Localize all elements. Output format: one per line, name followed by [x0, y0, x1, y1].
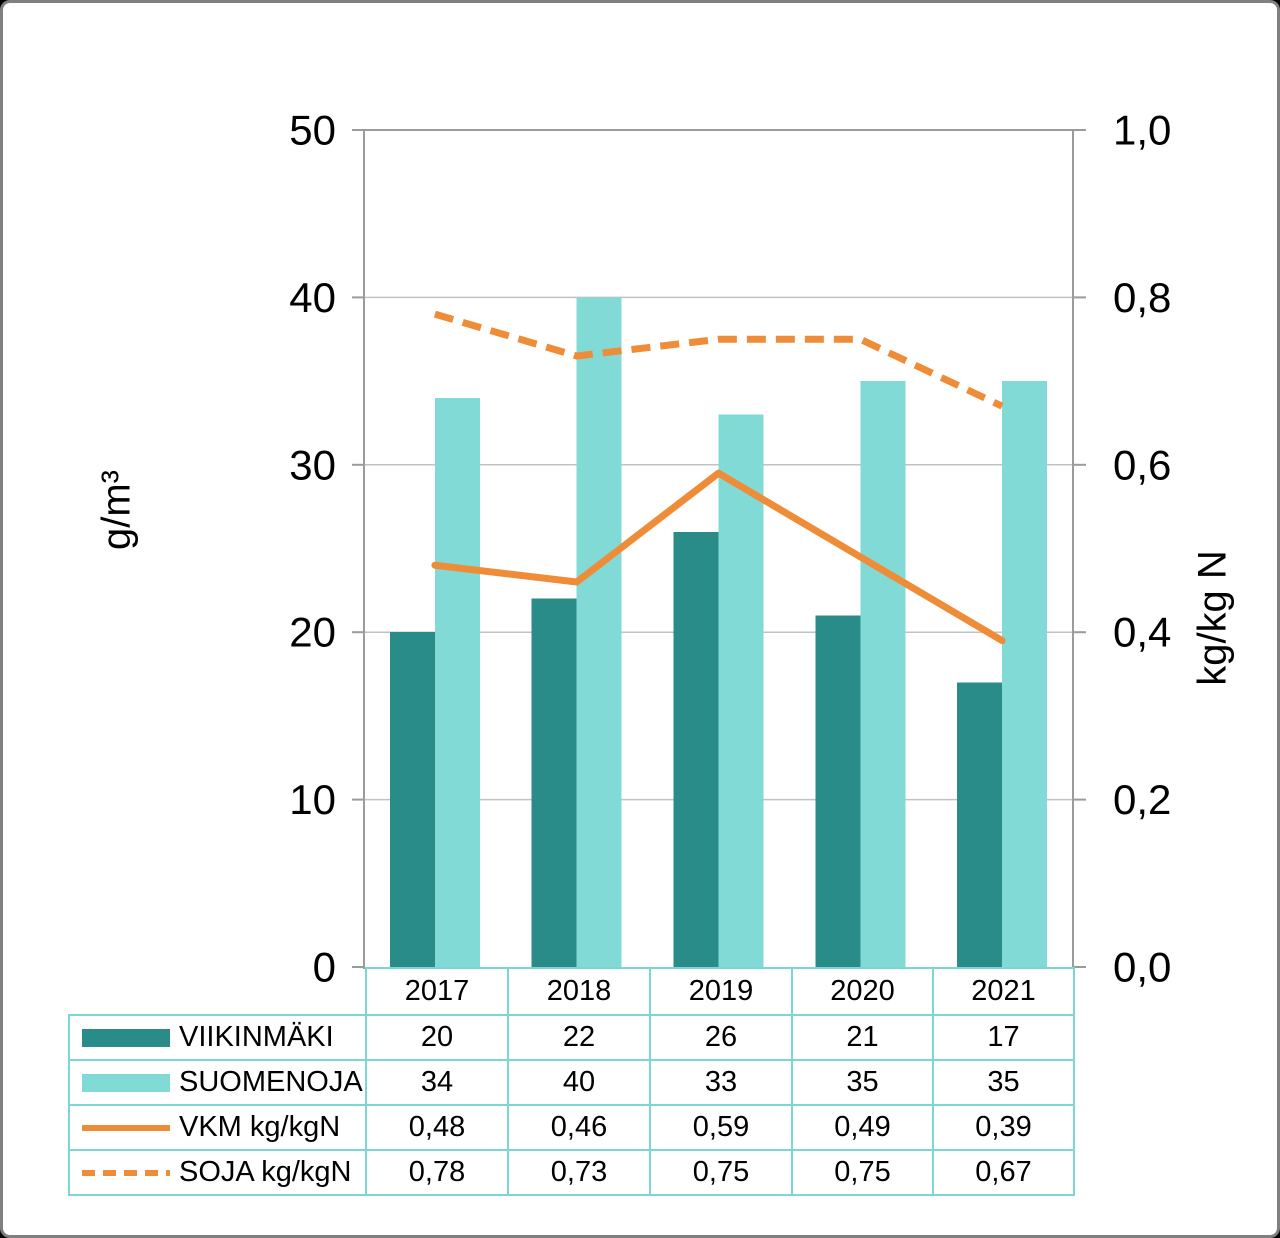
axis-ticks: 0 0,0 10 0,2 20 0,4 30 0,6 40 0,8 50 1,0 [289, 107, 1171, 991]
left-axis-title: g/m³ [94, 470, 139, 550]
value-cell: 0,78 [365, 1149, 509, 1196]
legend-cell: VIIKINMÄKI [68, 1014, 367, 1061]
left-tick-label: 40 [289, 274, 336, 321]
bar-series-0 [389, 531, 1003, 967]
bar [957, 682, 1003, 967]
swatch-rect [82, 1028, 170, 1047]
value-cell: 21 [791, 1014, 934, 1061]
right-tick-label: 0,0 [1113, 944, 1171, 991]
plot-frame [363, 129, 1074, 969]
bar-swatch-icon [82, 1073, 170, 1092]
year-header-cell: 2020 [791, 967, 934, 1016]
value-cell: 20 [365, 1014, 509, 1061]
legend-label: VKM kg/kgN [179, 1111, 341, 1143]
value-cell: 0,46 [507, 1104, 651, 1151]
bar [718, 414, 764, 968]
bar [576, 297, 622, 967]
legend-entry: VKM kg/kgN [70, 1111, 365, 1144]
solid-line-swatch-icon [82, 1124, 170, 1131]
value-cell: 35 [791, 1059, 934, 1106]
right-tick-label: 0,4 [1113, 609, 1171, 656]
value-cell: 0,67 [932, 1149, 1075, 1196]
bar-swatch-icon [82, 1028, 170, 1047]
year-header-cell: 2017 [365, 967, 509, 1016]
value-cell: 0,75 [649, 1149, 793, 1196]
value-cell: 34 [365, 1059, 509, 1106]
swatch-rect [82, 1073, 170, 1092]
legend-label: SOJA kg/kgN [179, 1156, 352, 1188]
bar [434, 397, 480, 968]
table-corner-cell [69, 968, 366, 1015]
bar [389, 632, 435, 967]
legend-cell: SUOMENOJA [68, 1059, 367, 1106]
data-table-wrap: 2017 2018 2019 2020 2021 VIIKINMÄKI 20 22 26 21 17… [68, 967, 1075, 1196]
dashed-line-swatch-icon [82, 1169, 170, 1176]
left-tick-label: 10 [289, 776, 336, 823]
left-tick-label: 20 [289, 609, 336, 656]
legend-entry: SOJA kg/kgN [70, 1156, 365, 1189]
right-axis-title: kg/kg N [1190, 550, 1235, 686]
value-cell: 0,59 [649, 1104, 793, 1151]
value-cell: 0,73 [507, 1149, 651, 1196]
value-cell: 22 [507, 1014, 651, 1061]
value-cell: 35 [932, 1059, 1075, 1106]
left-tick-label: 50 [289, 107, 336, 154]
line-series-1 [433, 310, 1004, 410]
value-cell: 0,49 [791, 1104, 934, 1151]
year-header-cell: 2018 [507, 967, 651, 1016]
left-tick-label: 0 [313, 944, 336, 991]
right-tick-label: 0,8 [1113, 274, 1171, 321]
bar [860, 381, 906, 968]
legend-cell: VKM kg/kgN [68, 1104, 367, 1151]
value-cell: 26 [649, 1014, 793, 1061]
year-header-cell: 2021 [932, 967, 1075, 1016]
value-cell: 0,48 [365, 1104, 509, 1151]
left-tick-label: 30 [289, 441, 336, 488]
bar [673, 531, 719, 967]
legend-cell: SOJA kg/kgN [68, 1149, 367, 1196]
year-header-cell: 2019 [649, 967, 793, 1016]
right-tick-label: 0,6 [1113, 441, 1171, 488]
value-cell: 33 [649, 1059, 793, 1106]
right-tick-label: 0,2 [1113, 776, 1171, 823]
line-series-0 [431, 469, 1006, 645]
bar [815, 615, 861, 967]
bar [1002, 381, 1048, 968]
bar [531, 598, 577, 967]
legend-label: SUOMENOJA [179, 1066, 363, 1098]
legend-entry: SUOMENOJA [70, 1066, 365, 1099]
value-cell: 17 [932, 1014, 1075, 1061]
value-cell: 40 [507, 1059, 651, 1106]
legend-label: VIIKINMÄKI [179, 1021, 334, 1053]
data-table: 2017 2018 2019 2020 2021 VIIKINMÄKI 20 22 26 21 17… [68, 967, 1075, 1196]
value-cell: 0,39 [932, 1104, 1075, 1151]
legend-entry: VIIKINMÄKI [70, 1021, 365, 1054]
right-tick-label: 1,0 [1113, 107, 1171, 154]
bar-series-1 [434, 297, 1048, 968]
value-cell: 0,75 [791, 1149, 934, 1196]
